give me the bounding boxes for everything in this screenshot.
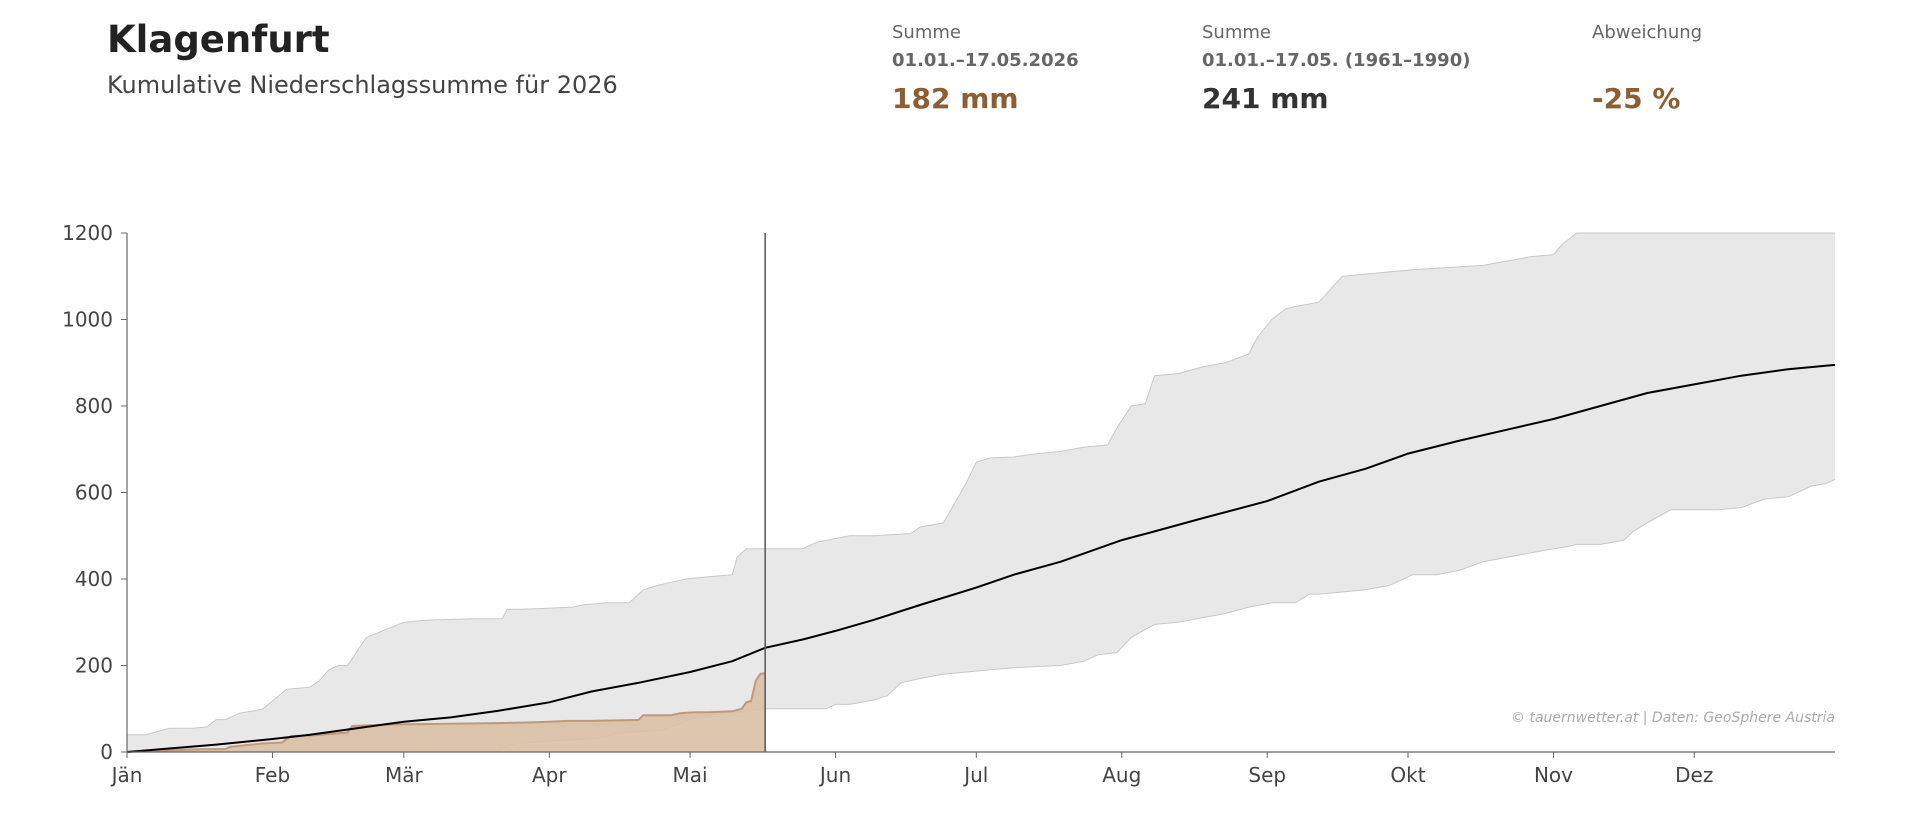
x-tick-label: Sep (1248, 763, 1286, 787)
x-tick-label: Mai (673, 763, 708, 787)
x-tick-label: Feb (255, 763, 290, 787)
stat-label: Summe (1202, 22, 1271, 43)
chart-subtitle: Kumulative Niederschlagssumme für 2026 (107, 71, 618, 99)
stat-period: 01.01.–17.05.2026 (892, 50, 1079, 71)
stat-label: Summe (892, 22, 961, 43)
range-band-area (127, 233, 1835, 752)
station-title: Klagenfurt (107, 18, 330, 61)
x-tick-label: Okt (1390, 763, 1425, 787)
y-tick-label: 1200 (62, 221, 113, 245)
y-tick-label: 400 (75, 567, 113, 591)
x-tick-label: Apr (532, 763, 567, 787)
x-tick-label: Jul (962, 763, 988, 787)
y-tick-label: 1000 (62, 308, 113, 332)
stat-value: 182 mm (892, 82, 1019, 115)
stat-period: 01.01.–17.05. (1961–1990) (1202, 50, 1471, 71)
stat-value: -25 % (1592, 82, 1681, 115)
y-axis-ticks: 0 200 400 600 800 1000 1200 (62, 221, 127, 764)
x-tick-label: Aug (1102, 763, 1141, 787)
y-tick-label: 0 (100, 740, 113, 764)
y-tick-label: 600 (75, 481, 113, 505)
current-year-area (127, 673, 766, 752)
stat-normal-sum: Summe 01.01.–17.05. (1961–1990) 241 mm (1202, 22, 1470, 115)
stat-deviation: Abweichung -25 % (1592, 22, 1702, 115)
x-tick-label: Mär (385, 763, 424, 787)
x-tick-label: Dez (1675, 763, 1713, 787)
range-max-line (127, 232, 1835, 736)
current-year-line (126, 672, 766, 753)
mean-line (126, 363, 1836, 753)
stat-value: 241 mm (1202, 82, 1329, 115)
data-credit: © tauernwetter.at | Daten: GeoSphere Aus… (1511, 710, 1835, 726)
x-tick-label: Nov (1534, 763, 1573, 787)
stat-current-sum: Summe 01.01.–17.05.2026 182 mm (892, 22, 1079, 115)
y-tick-label: 200 (75, 654, 113, 678)
x-tick-label: Jän (110, 763, 143, 787)
stat-label: Abweichung (1592, 22, 1703, 43)
y-tick-label: 800 (75, 394, 113, 418)
x-axis-ticks: Jän Feb Mär Apr Mai Jun Jul Aug Sep Okt Nov Dez (110, 752, 1713, 787)
x-tick-label: Jun (818, 763, 851, 787)
